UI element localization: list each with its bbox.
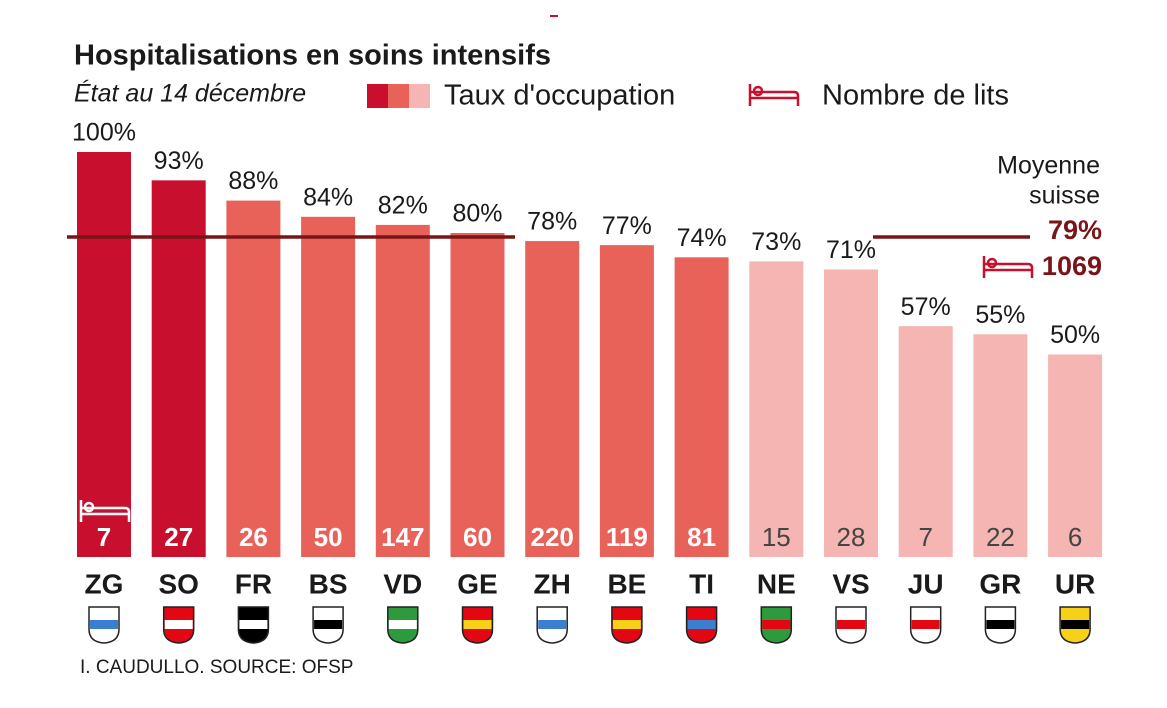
bed-count: 60 bbox=[463, 522, 492, 552]
bar bbox=[301, 216, 356, 558]
source: I. CAUDULLO. SOURCE: OFSP bbox=[80, 657, 353, 678]
bed-count: 28 bbox=[837, 522, 866, 552]
legend-occupancy: Taux d'occupation bbox=[444, 80, 675, 112]
chart-title: Hospitalisations en soins intensifs bbox=[74, 40, 551, 72]
bar bbox=[226, 200, 281, 557]
top-mark bbox=[550, 15, 558, 17]
flag-detail bbox=[239, 620, 268, 629]
subtitle: État au 14 décembre bbox=[74, 79, 306, 108]
value-label: 93% bbox=[154, 147, 204, 175]
value-label: 88% bbox=[228, 167, 278, 195]
x-tick-label: UR bbox=[1055, 568, 1095, 599]
bar bbox=[973, 334, 1028, 557]
bar bbox=[824, 269, 878, 557]
bar bbox=[375, 224, 430, 557]
value-label: 73% bbox=[751, 228, 801, 256]
legend-beds: Nombre de lits bbox=[822, 80, 1009, 112]
value-label: 55% bbox=[975, 301, 1025, 329]
flag-detail bbox=[762, 620, 791, 629]
value-label: 50% bbox=[1050, 321, 1100, 349]
flag-detail bbox=[1061, 620, 1090, 629]
flag-detail bbox=[164, 620, 193, 629]
value-label: 71% bbox=[826, 236, 876, 264]
bar bbox=[450, 233, 505, 557]
flag-detail bbox=[463, 620, 492, 629]
flag-detail bbox=[314, 620, 343, 629]
x-tick-label: GR bbox=[979, 568, 1021, 599]
value-label: 100% bbox=[72, 119, 136, 147]
value-label: 84% bbox=[303, 183, 353, 211]
x-tick-label: TI bbox=[689, 568, 714, 599]
x-tick-label: GE bbox=[457, 568, 497, 599]
bar bbox=[1048, 354, 1103, 557]
x-tick-label: SO bbox=[158, 568, 198, 599]
bar bbox=[525, 241, 580, 557]
x-tick-label: VS bbox=[832, 568, 869, 599]
legend-swatch bbox=[409, 84, 430, 108]
bed-count: 26 bbox=[239, 522, 268, 552]
value-label: 82% bbox=[378, 192, 428, 220]
bed-count: 7 bbox=[97, 522, 111, 552]
x-tick-label: ZH bbox=[534, 568, 571, 599]
bar bbox=[674, 257, 729, 557]
value-label: 77% bbox=[602, 212, 652, 240]
value-label: 74% bbox=[677, 224, 727, 252]
flag-detail bbox=[388, 620, 417, 629]
x-tick-label: JU bbox=[908, 568, 944, 599]
value-label: 78% bbox=[527, 208, 577, 236]
average-beds: 1069 bbox=[1042, 251, 1102, 281]
bed-count: 15 bbox=[762, 522, 791, 552]
flag-detail bbox=[538, 620, 567, 629]
average-label: Moyenne bbox=[997, 152, 1100, 180]
flag-detail bbox=[837, 620, 865, 629]
legend-bed-icon bbox=[748, 82, 800, 108]
x-tick-label: BS bbox=[309, 568, 348, 599]
bed-count: 220 bbox=[531, 522, 574, 552]
flag-detail bbox=[986, 620, 1015, 629]
flag-detail bbox=[911, 620, 940, 629]
bed-count: 22 bbox=[986, 522, 1015, 552]
legend-swatch bbox=[367, 84, 388, 108]
bed-count: 27 bbox=[164, 522, 193, 552]
bar bbox=[151, 180, 206, 557]
bed-count: 50 bbox=[314, 522, 343, 552]
flag-detail bbox=[90, 620, 118, 629]
value-label: 57% bbox=[901, 293, 951, 321]
bed-count: 119 bbox=[606, 522, 648, 552]
bed-count: 81 bbox=[687, 522, 716, 552]
average-label: suisse bbox=[1029, 182, 1100, 210]
x-tick-label: VD bbox=[383, 568, 422, 599]
bar bbox=[898, 326, 953, 557]
value-label: 80% bbox=[452, 200, 502, 228]
legend-swatch bbox=[388, 84, 409, 108]
bar bbox=[749, 261, 804, 557]
average-value: 79% bbox=[1048, 215, 1102, 245]
bed-count: 147 bbox=[381, 522, 424, 552]
average-bed-icon bbox=[982, 254, 1034, 280]
bed-count: 6 bbox=[1068, 522, 1082, 552]
x-tick-label: ZG bbox=[85, 568, 124, 599]
flag-detail bbox=[612, 620, 641, 629]
x-tick-label: BE bbox=[607, 568, 646, 599]
flag-detail bbox=[687, 620, 716, 629]
x-tick-label: NE bbox=[757, 568, 796, 599]
x-tick-label: FR bbox=[235, 568, 272, 599]
bed-count: 7 bbox=[918, 522, 932, 552]
bar bbox=[77, 152, 131, 557]
bar bbox=[599, 245, 654, 557]
